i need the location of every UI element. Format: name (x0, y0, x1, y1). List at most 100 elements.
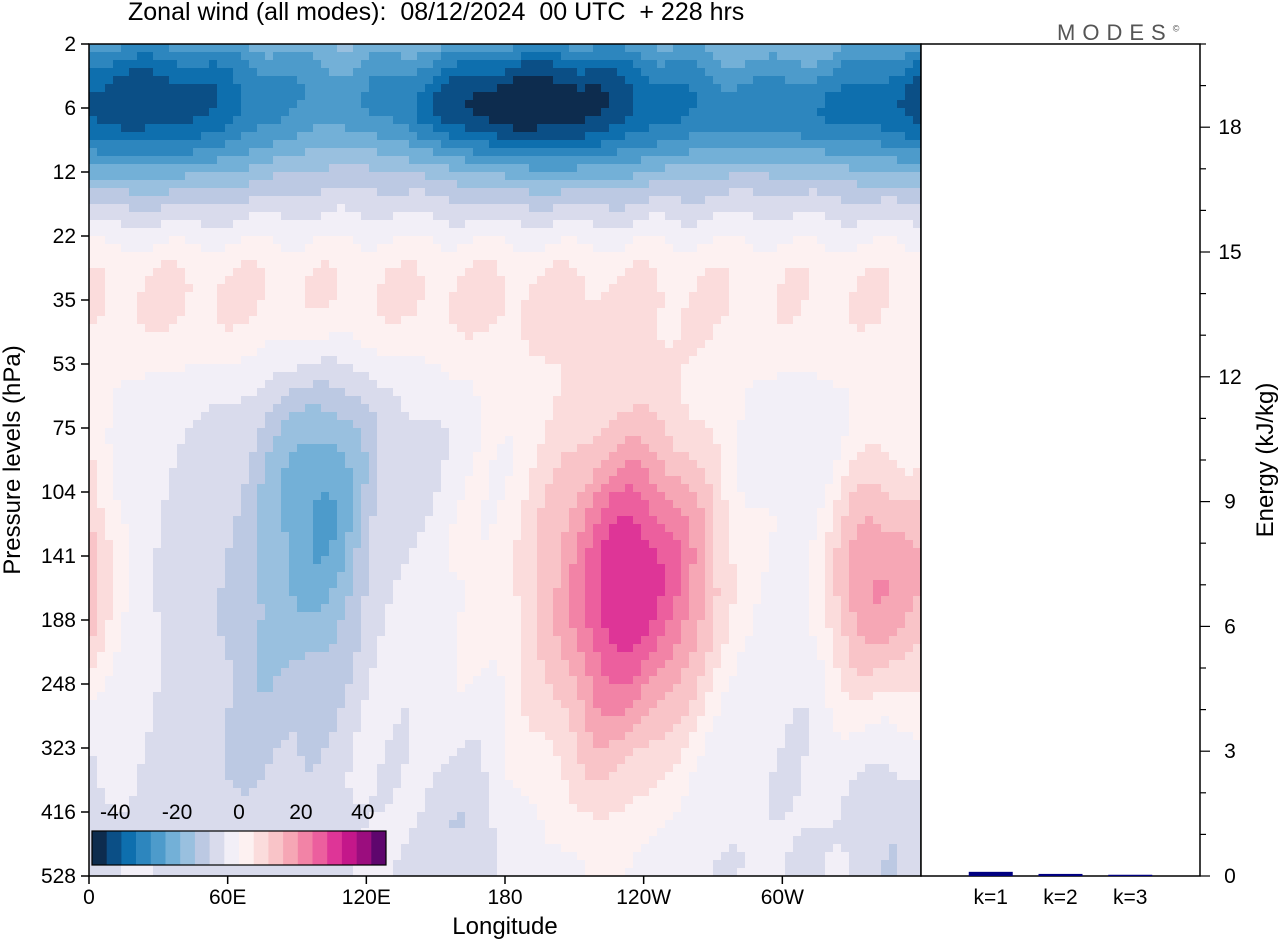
heatmap-cell (585, 172, 594, 181)
heatmap-cell (913, 220, 921, 229)
heatmap-cell (873, 100, 882, 109)
heatmap-cell (481, 68, 490, 77)
heatmap-cell (577, 316, 586, 325)
heatmap-cell (833, 108, 842, 117)
heatmap-cell (777, 284, 786, 293)
heatmap-cell (281, 188, 290, 197)
heatmap-cell (641, 148, 650, 157)
heatmap-cell (593, 276, 602, 285)
heatmap-cell (457, 132, 466, 141)
heatmap-cell (713, 52, 722, 61)
heatmap-cell (625, 412, 634, 421)
heatmap-cell (337, 324, 346, 333)
heatmap-cell (545, 132, 554, 141)
heatmap-cell (761, 412, 770, 421)
heatmap-cell (737, 196, 746, 205)
heatmap-cell (217, 340, 226, 349)
heatmap-cell (705, 348, 714, 357)
heatmap-cell (521, 348, 530, 357)
heatmap-cell (881, 292, 890, 301)
heatmap-cell (473, 292, 482, 301)
heatmap-cell (801, 132, 810, 141)
heatmap-cell (729, 308, 738, 317)
heatmap-cell (289, 268, 298, 277)
heatmap-cell (713, 380, 722, 389)
heatmap-cell (721, 372, 730, 381)
heatmap-cell (665, 404, 674, 413)
heatmap-cell (633, 348, 642, 357)
heatmap-cell (593, 356, 602, 365)
heatmap-cell (417, 308, 426, 317)
heatmap-cell (561, 324, 570, 333)
heatmap-cell (489, 372, 498, 381)
heatmap-cell (529, 364, 538, 373)
heatmap-cell (657, 148, 666, 157)
heatmap-cell (97, 252, 106, 261)
chart-title: Zonal wind (all modes): 08/12/2024 00 UT… (128, 0, 745, 26)
heatmap-cell (513, 196, 522, 205)
heatmap-cell (497, 356, 506, 365)
heatmap-cell (785, 260, 794, 269)
heatmap-cell (569, 156, 578, 165)
heatmap-cell (769, 156, 778, 165)
heatmap-cell (401, 116, 410, 125)
heatmap-cell (297, 404, 306, 413)
heatmap-cell (897, 412, 906, 421)
heatmap-cell (521, 204, 530, 213)
heatmap-cell (441, 84, 450, 93)
heatmap-cell (185, 300, 194, 309)
heatmap-cell (729, 380, 738, 389)
heatmap-cell (169, 140, 178, 149)
heatmap-cell (625, 292, 634, 301)
heatmap-cell (193, 292, 202, 301)
heatmap-cell (513, 44, 522, 53)
heatmap-cell (593, 324, 602, 333)
heatmap-cell (865, 140, 874, 149)
heatmap-cell (761, 204, 770, 213)
heatmap-cell (777, 292, 786, 301)
heatmap-cell (473, 68, 482, 77)
heatmap-cell (209, 132, 218, 141)
heatmap-cell (529, 60, 538, 69)
heatmap-cell (241, 284, 250, 293)
heatmap-cell (225, 84, 234, 93)
heatmap-cell (625, 348, 634, 357)
heatmap-cell (337, 412, 346, 421)
heatmap-cell (145, 108, 154, 117)
heatmap-cell (817, 164, 826, 173)
heatmap-cell (577, 188, 586, 197)
heatmap-cell (873, 260, 882, 269)
heatmap-cell (105, 172, 114, 181)
heatmap-cell (497, 324, 506, 333)
heatmap-cell (209, 84, 218, 93)
heatmap-cell (265, 68, 274, 77)
heatmap-cell (529, 268, 538, 277)
heatmap-cell (321, 260, 330, 269)
heatmap-cell (649, 364, 658, 373)
heatmap-cell (409, 204, 418, 213)
heatmap-cell (489, 164, 498, 173)
heatmap-cell (729, 236, 738, 245)
heatmap-cell (729, 332, 738, 341)
heatmap-cell (113, 244, 122, 253)
heatmap-cell (689, 52, 698, 61)
heatmap-cell (97, 92, 106, 101)
heatmap-cell (137, 284, 146, 293)
heatmap-cell (409, 404, 418, 413)
heatmap-cell (153, 420, 162, 429)
heatmap-cell (105, 364, 114, 373)
heatmap-cell (801, 348, 810, 357)
heatmap-cell (905, 404, 914, 413)
heatmap-cell (665, 276, 674, 285)
heatmap-cell (89, 108, 98, 117)
heatmap-cell (161, 188, 170, 197)
heatmap-cell (105, 188, 114, 197)
heatmap-cell (433, 100, 442, 109)
heatmap-cell (129, 132, 138, 141)
heatmap-cell (801, 172, 810, 181)
heatmap-cell (489, 124, 498, 133)
heatmap-cell (385, 148, 394, 157)
heatmap-cell (689, 156, 698, 165)
heatmap-cell (169, 108, 178, 117)
heatmap-cell (233, 396, 242, 405)
